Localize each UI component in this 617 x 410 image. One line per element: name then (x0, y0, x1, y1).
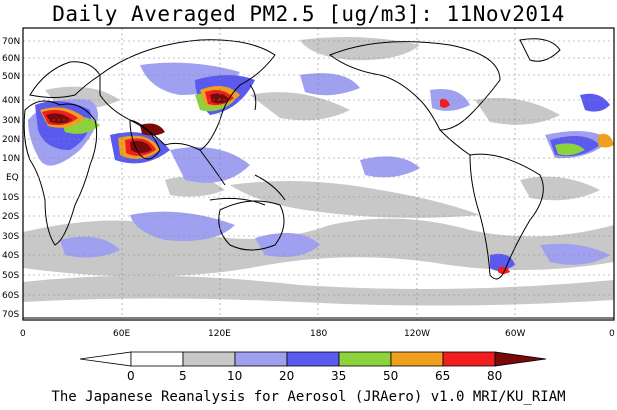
map-title: Daily Averaged PM2.5 [ug/m3]: 11Nov2014 (52, 2, 565, 26)
lat-label-20s: 20S (2, 212, 19, 222)
colorbar: 0 5 10 20 35 50 65 80 (79, 351, 547, 383)
pm25-contour-80-plus (46, 93, 230, 153)
lat-label-50n: 50N (2, 72, 20, 82)
lat-label-30n: 30N (2, 116, 20, 126)
colorbar-label-50: 50 (383, 369, 398, 383)
lat-label-70n: 70N (2, 37, 20, 47)
lon-label-0-left: 0 (20, 329, 26, 339)
colorbar-label-35: 35 (331, 369, 346, 383)
lon-label-180: 180 (310, 329, 327, 339)
lat-label-10n: 10N (2, 154, 20, 164)
colorbar-label-0: 0 (127, 369, 135, 383)
colorbar-label-65: 65 (435, 369, 450, 383)
colorbar-low-arrow (79, 351, 132, 367)
lon-label-60w: 60W (505, 329, 525, 339)
lat-label-50s: 50S (2, 271, 19, 281)
colorbar-seg-50 (338, 351, 392, 367)
colorbar-label-10: 10 (227, 369, 242, 383)
lat-label-40s: 40S (2, 251, 19, 261)
data-source-credit: The Japanese Reanalysis for Aerosol (JRA… (51, 389, 566, 405)
lat-label-70s: 70S (2, 310, 19, 320)
colorbar-label-5: 5 (179, 369, 187, 383)
colorbar-seg-5 (130, 351, 184, 367)
lat-label-30s: 30S (2, 232, 19, 242)
colorbar-seg-80 (442, 351, 496, 367)
lon-label-120w: 120W (404, 329, 430, 339)
lat-label-eq: EQ (6, 173, 19, 183)
graticule (23, 28, 614, 320)
colorbar-seg-65 (390, 351, 444, 367)
lon-label-0-right: 0 (609, 329, 615, 339)
longitude-labels: 0 60E 120E 180 120W 60W 0 (20, 329, 615, 339)
colorbar-label-20: 20 (279, 369, 294, 383)
colorbar-label-80: 80 (487, 369, 502, 383)
colorbar-seg-35 (286, 351, 340, 367)
lat-label-20n: 20N (2, 135, 20, 145)
colorbar-seg-20 (234, 351, 288, 367)
map-frame (22, 27, 615, 321)
latitude-labels: 70N 60N 50N 40N 30N 20N 10N EQ 10S 20S 3… (2, 37, 20, 320)
lon-label-60e: 60E (113, 329, 130, 339)
lat-label-40n: 40N (2, 96, 20, 106)
colorbar-seg-10 (182, 351, 236, 367)
colorbar-high-arrow (494, 351, 547, 367)
lat-label-60n: 60N (2, 54, 20, 64)
lon-label-120e: 120E (208, 329, 231, 339)
lat-label-10s: 10S (2, 193, 19, 203)
lat-label-60s: 60S (2, 291, 19, 301)
